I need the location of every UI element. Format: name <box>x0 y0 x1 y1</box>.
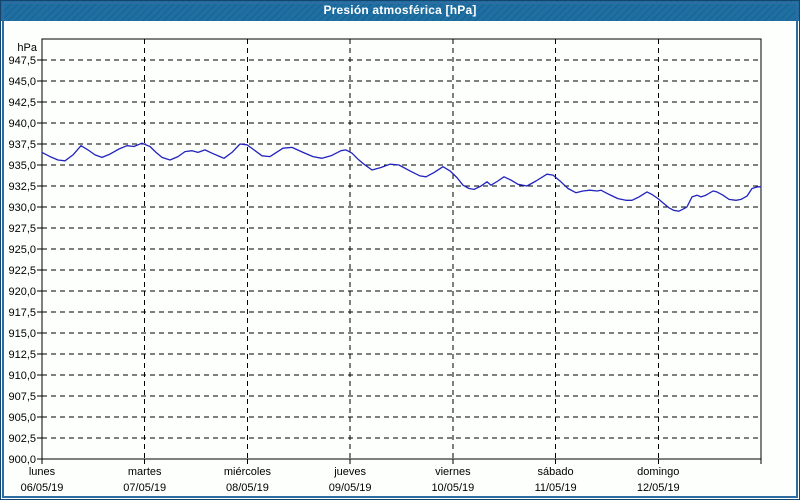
y-tick-label: 912,5 <box>8 349 36 361</box>
x-day-label: miércoles <box>224 466 272 478</box>
axis-labels: 947,5 945,0 942,5 940,0 937,5 935,0 932,5 930,0… <box>8 42 679 494</box>
y-tick-label: 940,0 <box>8 118 36 130</box>
x-day-label: viernes <box>435 466 471 478</box>
title-bar: Presión atmosférica [hPa] <box>0 0 800 21</box>
y-tick-label: 910,0 <box>8 370 36 382</box>
y-tick-label: 925,0 <box>8 244 36 256</box>
x-day-label: jueves <box>333 466 366 478</box>
pressure-line <box>41 142 762 212</box>
y-tick-label: 927,5 <box>8 223 36 235</box>
x-date-label: 10/05/19 <box>431 482 474 494</box>
x-date-label: 12/05/19 <box>637 482 680 494</box>
y-tick-label: 945,0 <box>8 76 36 88</box>
y-tick-label: 902,5 <box>8 433 36 445</box>
x-day-label: sábado <box>538 466 574 478</box>
y-tick-label: 917,5 <box>8 307 36 319</box>
x-date-label: 11/05/19 <box>535 482 577 494</box>
axes-frame <box>37 38 762 464</box>
y-tick-label: 947,5 <box>8 55 36 67</box>
x-date-label: 06/05/19 <box>21 482 64 494</box>
x-date-label: 09/05/19 <box>329 482 372 494</box>
y-tick-label: 942,5 <box>8 97 36 109</box>
y-axis-unit-label: hPa <box>17 42 37 54</box>
y-tick-label: 905,0 <box>8 412 36 424</box>
y-tick-label: 920,0 <box>8 286 36 298</box>
y-tick-label: 930,0 <box>8 202 36 214</box>
x-day-label: lunes <box>29 466 56 478</box>
y-tick-label: 922,5 <box>8 265 36 277</box>
x-day-label: domingo <box>637 466 679 478</box>
x-date-label: 07/05/19 <box>123 482 166 494</box>
y-tick-label: 915,0 <box>8 328 36 340</box>
y-tick-label: 935,0 <box>8 160 36 172</box>
y-tick-label: 900,0 <box>8 454 36 466</box>
y-tick-label: 937,5 <box>8 139 36 151</box>
x-date-label: 08/05/19 <box>226 482 269 494</box>
chart-title: Presión atmosférica [hPa] <box>323 3 477 17</box>
y-tick-label: 907,5 <box>8 391 36 403</box>
x-day-label: martes <box>128 466 162 478</box>
y-tick-label: 932,5 <box>8 181 36 193</box>
gridlines <box>42 39 761 459</box>
